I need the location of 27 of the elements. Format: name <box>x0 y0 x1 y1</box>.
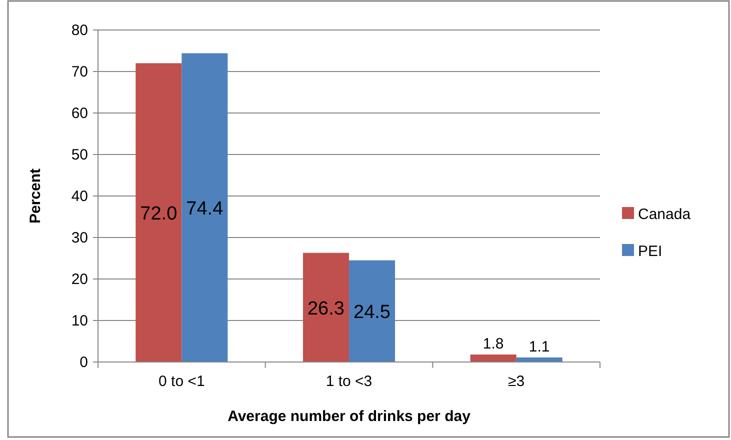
legend-label: Canada <box>638 206 692 223</box>
legend-label: PEI <box>638 243 662 260</box>
bar <box>302 252 349 362</box>
y-tick-label: 20 <box>71 271 88 288</box>
x-tick-label: 1 to <3 <box>326 373 372 390</box>
y-tick-label: 50 <box>71 146 88 164</box>
y-tick-label: 60 <box>71 105 88 122</box>
text: 24.5 <box>354 302 390 324</box>
text: 1.8 <box>482 336 504 353</box>
y-tick-label: 0 <box>80 354 88 371</box>
text: 26.3 <box>308 298 344 320</box>
bar <box>470 354 516 362</box>
y-tick-label: 30 <box>71 230 88 246</box>
y-tick-label: 70 <box>71 64 88 80</box>
y-tick-label: 40 <box>71 188 88 205</box>
text: 1.1 <box>528 338 550 356</box>
x-axis-title: Average number of drinks per day <box>228 408 472 425</box>
bar <box>349 260 396 362</box>
x-tick-label: 0 to <1 <box>158 373 205 390</box>
x-tick-label: ≥3 <box>508 373 525 390</box>
y-tick-label: 80 <box>71 22 88 39</box>
bar <box>182 53 228 362</box>
bar <box>136 63 182 362</box>
text: 74.4 <box>186 198 224 220</box>
text: 72.0 <box>140 204 178 225</box>
y-tick-label: 10 <box>71 312 88 330</box>
y-axis-title: Percent <box>27 168 44 224</box>
